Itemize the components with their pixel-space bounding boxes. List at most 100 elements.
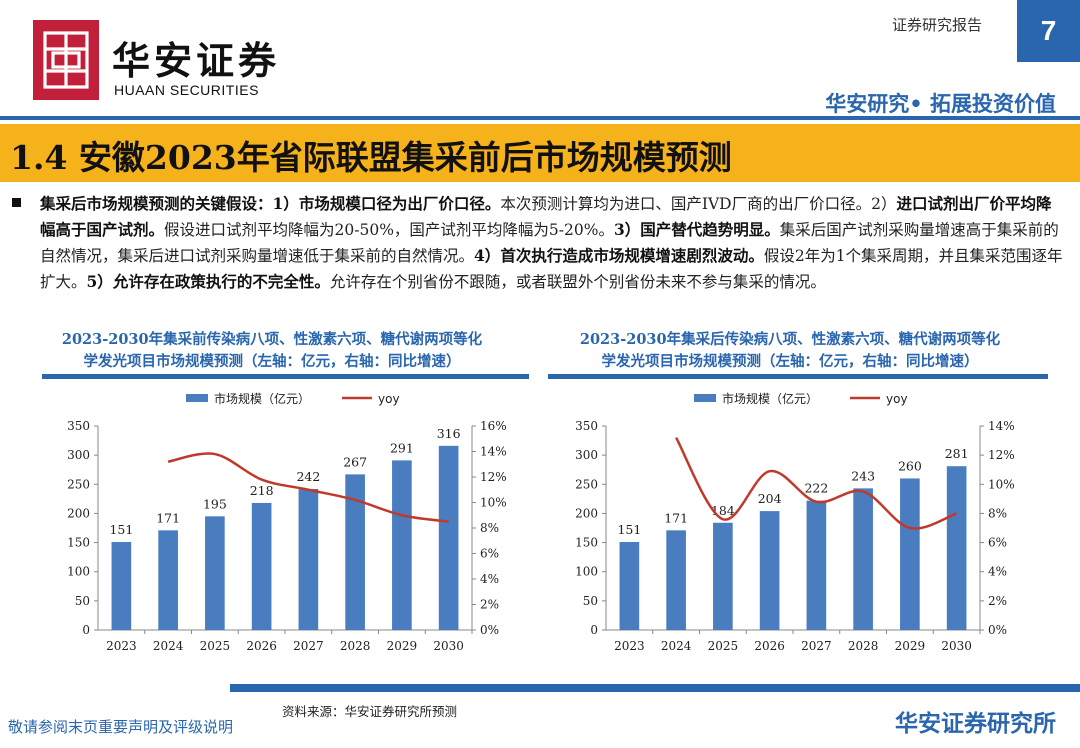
y-right-tick-label: 8% bbox=[480, 521, 499, 535]
p4-text: 假设2年为1个集采周期，并且集采范围逐年扩大。 bbox=[40, 247, 1063, 291]
y-left-tick-label: 50 bbox=[583, 594, 598, 608]
bar bbox=[619, 541, 640, 630]
p4-num: 4） bbox=[474, 246, 501, 265]
y-right-tick-label: 6% bbox=[480, 547, 499, 561]
x-tick-label: 2029 bbox=[387, 639, 418, 653]
y-left-tick-label: 250 bbox=[575, 477, 598, 491]
x-tick-label: 2028 bbox=[848, 639, 879, 653]
y-left-tick-label: 0 bbox=[82, 623, 90, 637]
chart-title-line: 学发光项目市场规模预测（左轴：亿元，右轴：同比增速） bbox=[83, 353, 461, 370]
p5-bold: 允许存在政策执行的不完全性。 bbox=[112, 272, 330, 291]
x-tick-label: 2023 bbox=[106, 639, 137, 653]
x-tick-label: 2023 bbox=[614, 639, 645, 653]
y-right-tick-label: 0% bbox=[480, 623, 499, 637]
y-left-tick-label: 200 bbox=[67, 506, 90, 520]
y-left-tick-label: 350 bbox=[575, 419, 598, 433]
y-right-tick-label: 0% bbox=[988, 623, 1007, 637]
y-right-tick-label: 10% bbox=[480, 496, 507, 510]
p5-num: 5） bbox=[86, 272, 113, 291]
x-tick-label: 2027 bbox=[293, 639, 324, 653]
bar bbox=[713, 522, 733, 630]
p2-num: 2） bbox=[871, 195, 897, 213]
x-tick-label: 2026 bbox=[754, 639, 785, 653]
y-left-tick-label: 100 bbox=[67, 565, 90, 579]
lead-text: 集采后市场规模预测的关键假设： bbox=[40, 194, 273, 213]
p3-bold: 国产替代趋势明显。 bbox=[640, 220, 780, 239]
bar-data-label: 316 bbox=[437, 426, 461, 441]
p2-bold: 进口试剂出厂价平均降幅高于国产试剂。 bbox=[40, 194, 1052, 239]
bar-data-label: 218 bbox=[250, 483, 274, 498]
x-tick-label: 2030 bbox=[433, 639, 464, 653]
bar-data-label: 281 bbox=[945, 446, 969, 461]
y-right-tick-label: 14% bbox=[480, 445, 507, 459]
y-right-tick-label: 16% bbox=[480, 419, 507, 433]
footer-brand: 华安证券研究所 bbox=[895, 711, 1056, 737]
header-slogan: 华安研究• 拓展投资价值 bbox=[825, 92, 1056, 116]
bar bbox=[111, 541, 132, 630]
bar bbox=[806, 500, 827, 630]
footer-divider bbox=[230, 684, 1080, 692]
bar bbox=[298, 488, 319, 630]
legend-bar-swatch bbox=[694, 394, 716, 402]
y-right-tick-label: 4% bbox=[480, 572, 499, 586]
chart-after-legend: 市场规模（亿元） yoy bbox=[694, 391, 908, 406]
bar-data-label: 171 bbox=[664, 510, 688, 525]
y-left-tick-label: 150 bbox=[575, 536, 598, 550]
x-tick-label: 2030 bbox=[941, 639, 972, 653]
x-tick-label: 2025 bbox=[708, 639, 739, 653]
bar bbox=[759, 511, 780, 630]
chart-title-line: 2023-2030年集采后传染病八项、性激素六项、糖代谢两项等化 bbox=[579, 331, 1001, 348]
y-right-tick-label: 2% bbox=[988, 594, 1007, 608]
p1-bold: 市场规模口径为出厂价口径。 bbox=[298, 194, 501, 213]
logo-seal-icon bbox=[43, 31, 89, 89]
legend-label-market-size: 市场规模（亿元） bbox=[722, 391, 818, 406]
bar bbox=[666, 530, 686, 630]
bar bbox=[900, 478, 920, 630]
y-right-tick-label: 14% bbox=[988, 419, 1015, 433]
p3-num: 3） bbox=[613, 220, 641, 239]
source-note: 资料来源：华安证券研究所预测 bbox=[282, 704, 458, 719]
bar-data-label: 243 bbox=[851, 468, 875, 483]
bar bbox=[158, 530, 178, 630]
bar bbox=[438, 445, 459, 630]
assumptions-paragraph: 集采后市场规模预测的关键假设：1）市场规模口径为出厂价口径。本次预测计算均为进口… bbox=[40, 191, 1064, 295]
y-left-tick-label: 50 bbox=[75, 594, 90, 608]
yoy-line bbox=[675, 437, 958, 530]
chart-title-divider bbox=[42, 374, 529, 379]
bullet-square-icon bbox=[12, 198, 21, 207]
y-left-tick-label: 300 bbox=[575, 448, 598, 462]
logo-name-en: HUAAN SECURITIES bbox=[114, 82, 259, 98]
x-tick-label: 2029 bbox=[895, 639, 926, 653]
y-right-tick-label: 8% bbox=[988, 506, 1007, 520]
logo-mark bbox=[33, 20, 99, 100]
bar bbox=[392, 460, 412, 630]
bar-data-label: 204 bbox=[758, 491, 782, 506]
y-left-tick-label: 350 bbox=[67, 419, 90, 433]
legend-label-yoy: yoy bbox=[378, 392, 400, 406]
y-left-tick-label: 0 bbox=[590, 623, 598, 637]
logo-name-cn: 华安证券 bbox=[112, 38, 281, 83]
header-divider bbox=[0, 116, 1080, 120]
chart-title-divider bbox=[548, 374, 1048, 379]
y-left-tick-label: 250 bbox=[67, 477, 90, 491]
bar-data-label: 195 bbox=[203, 496, 227, 511]
x-tick-label: 2024 bbox=[153, 639, 184, 653]
x-tick-label: 2025 bbox=[200, 639, 231, 653]
bar-data-label: 151 bbox=[109, 522, 133, 537]
x-tick-label: 2026 bbox=[246, 639, 277, 653]
chart-title-after: 2023-2030年集采后传染病八项、性激素六项、糖代谢两项等化 学发光项目市场… bbox=[560, 329, 1020, 373]
p3-text: 集采后国产试剂采购量增速高于集采前的自然情况，集采后进口试剂采购量增速低于集采前… bbox=[40, 221, 1059, 265]
bar-data-label: 242 bbox=[296, 469, 320, 484]
report-type-label: 证券研究报告 bbox=[892, 16, 983, 34]
disclaimer-link[interactable]: 敬请参阅末页重要声明及评级说明 bbox=[8, 718, 234, 736]
bar-data-label: 222 bbox=[804, 481, 828, 496]
legend-label-yoy: yoy bbox=[886, 392, 908, 406]
y-right-tick-label: 12% bbox=[480, 470, 507, 484]
page-title: 1.4 安徽2023年省际联盟集采前后市场规模预测 bbox=[10, 138, 732, 177]
chart-title-before: 2023-2030年集采前传染病八项、性激素六项、糖代谢两项等化 学发光项目市场… bbox=[42, 329, 502, 373]
x-tick-label: 2027 bbox=[801, 639, 832, 653]
chart-before-legend: 市场规模（亿元） yoy bbox=[186, 391, 400, 406]
y-left-tick-label: 200 bbox=[575, 506, 598, 520]
y-right-tick-label: 4% bbox=[988, 565, 1007, 579]
p2-text: 假设进口试剂平均降幅为20-50%，国产试剂平均降幅为5-20%。 bbox=[164, 221, 614, 239]
